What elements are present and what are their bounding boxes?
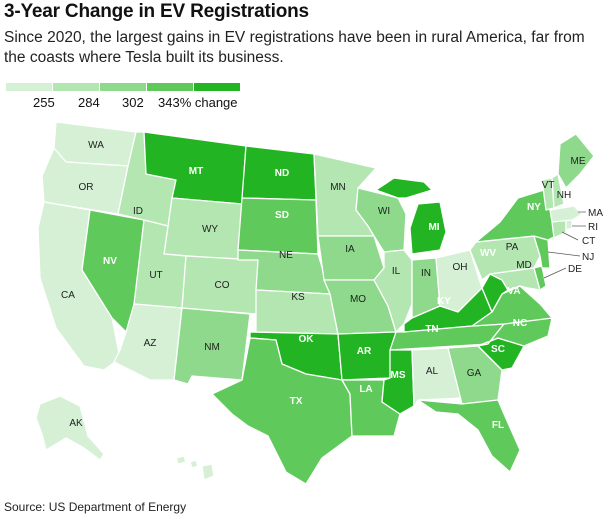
legend-label-343: 343% change	[158, 95, 238, 110]
state-HI-1[interactable]	[175, 455, 187, 465]
state-ME[interactable]	[557, 133, 595, 189]
label-RI: RI	[588, 222, 598, 233]
state-HI-3[interactable]	[201, 463, 215, 481]
chart-title: 3-Year Change in EV Registrations	[4, 1, 309, 22]
state-MI[interactable]	[409, 201, 447, 255]
state-WY[interactable]	[163, 197, 243, 261]
label-DE: DE	[568, 264, 582, 275]
us-choropleth-map: WA OR CA NV ID MT WY UT AZ CO NM ND SD N…	[35, 121, 603, 485]
legend-label-284: 284	[78, 95, 100, 110]
legend-label-255: 255	[33, 95, 55, 110]
legend-swatch-4	[194, 83, 240, 91]
label-CT: CT	[582, 236, 595, 247]
leader-CT	[561, 231, 579, 241]
leader-NJ	[547, 251, 581, 257]
state-WA[interactable]	[53, 121, 137, 167]
source-note: Source: US Department of Energy	[4, 500, 187, 514]
state-AL[interactable]	[411, 347, 463, 407]
state-NM[interactable]	[173, 307, 251, 385]
state-MI-upper[interactable]	[375, 177, 433, 199]
state-ND[interactable]	[241, 145, 317, 201]
legend-label-302: 302	[122, 95, 144, 110]
state-MA[interactable]	[549, 205, 583, 223]
leader-DE	[543, 267, 567, 279]
state-AK[interactable]	[35, 395, 105, 461]
legend-swatch-2	[100, 83, 146, 91]
state-TX[interactable]	[211, 337, 353, 485]
state-CO[interactable]	[181, 255, 259, 315]
state-RI[interactable]	[565, 219, 573, 231]
label-MA: MA	[588, 208, 603, 219]
state-KS[interactable]	[255, 289, 339, 335]
state-IL[interactable]	[373, 249, 413, 333]
state-CT[interactable]	[551, 219, 567, 239]
state-NH[interactable]	[551, 173, 565, 209]
legend-swatch-1	[53, 83, 99, 91]
state-SD[interactable]	[237, 197, 319, 255]
legend-swatch-3	[147, 83, 193, 91]
state-FL[interactable]	[417, 399, 521, 473]
legend-swatch-0	[6, 83, 52, 91]
state-IA[interactable]	[317, 235, 385, 281]
state-DE[interactable]	[533, 265, 547, 291]
label-NJ: NJ	[582, 252, 594, 263]
color-legend: 255 284 302 343% change	[6, 83, 246, 113]
state-AR[interactable]	[337, 331, 397, 381]
chart-subtitle: Since 2020, the largest gains in EV regi…	[4, 29, 585, 66]
state-GA[interactable]	[447, 345, 503, 405]
state-HI-2[interactable]	[189, 459, 199, 469]
